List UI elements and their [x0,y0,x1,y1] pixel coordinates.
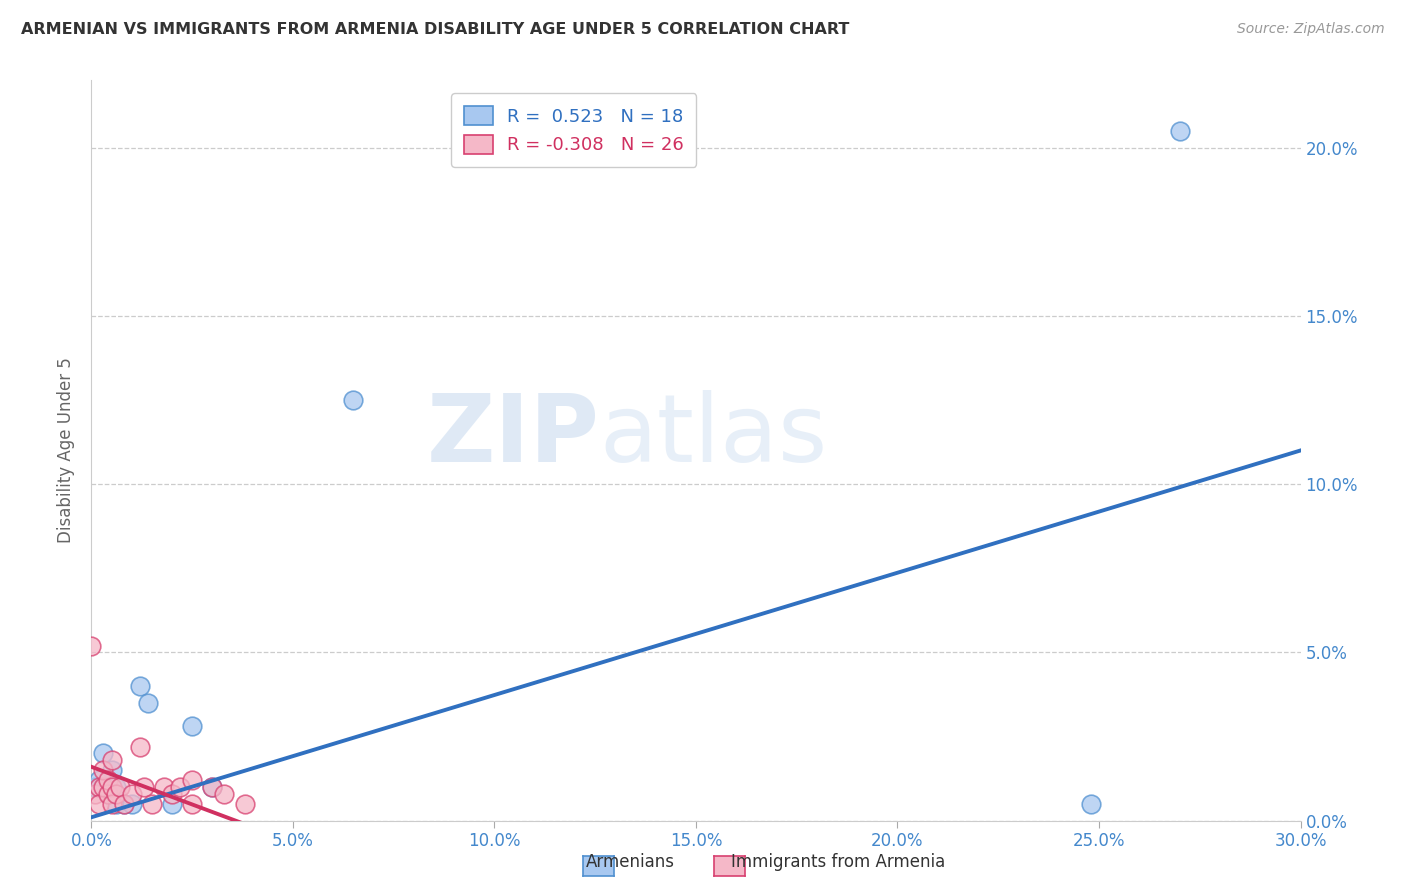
Point [121,797,143,811]
Point [89,797,111,811]
Point [128,679,150,693]
Point [93,780,115,794]
Text: ARMENIAN VS IMMIGRANTS FROM ARMENIA DISABILITY AGE UNDER 5 CORRELATION CHART: ARMENIAN VS IMMIGRANTS FROM ARMENIA DISA… [21,22,849,37]
Point [112,797,135,811]
Point [160,797,183,811]
Point [108,780,131,794]
Point [141,797,163,811]
Point [169,780,191,794]
Point [1080,797,1102,811]
Point [100,763,122,777]
Point [121,787,143,801]
Point [112,797,135,811]
Point [104,780,127,794]
Point [1168,124,1191,138]
Point [233,797,256,811]
Legend: R =  0.523   N = 18, R = -0.308   N = 26: R = 0.523 N = 18, R = -0.308 N = 26 [451,93,696,167]
Point [132,780,155,794]
Point [100,780,122,794]
Point [136,696,159,710]
Point [84,780,107,794]
Point [214,787,236,801]
Point [96,787,118,801]
Text: Source: ZipAtlas.com: Source: ZipAtlas.com [1237,22,1385,37]
Text: atlas: atlas [599,390,828,482]
Point [89,780,111,794]
Point [181,773,204,788]
Point [160,787,183,801]
Text: Immigrants from Armenia: Immigrants from Armenia [731,853,945,871]
Point [201,780,224,794]
Point [104,797,127,811]
Point [93,747,115,761]
Point [104,787,127,801]
Point [100,797,122,811]
Point [342,392,364,407]
Text: ZIP: ZIP [426,390,599,482]
Point [93,763,115,777]
Point [128,739,150,754]
Point [181,797,204,811]
Point [84,787,107,801]
Point [181,719,204,733]
Text: Armenians: Armenians [586,853,675,871]
Point [93,780,115,794]
Point [89,773,111,788]
Point [201,780,224,794]
Y-axis label: Disability Age Under 5: Disability Age Under 5 [58,358,76,543]
Point [153,780,176,794]
Point [96,787,118,801]
Point [96,773,118,788]
Point [80,639,103,653]
Point [100,753,122,767]
